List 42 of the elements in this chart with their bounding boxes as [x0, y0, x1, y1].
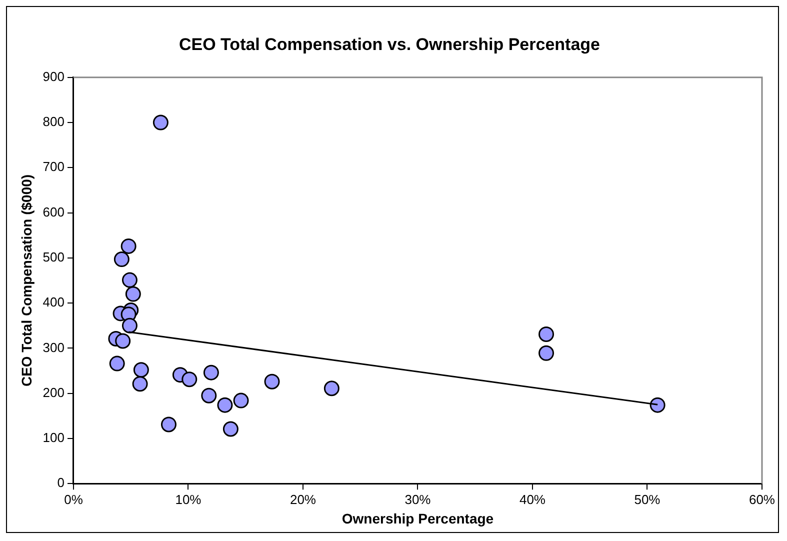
- y-tick-label: 800: [42, 114, 64, 130]
- x-axis-title: Ownership Percentage: [342, 510, 494, 526]
- point: [324, 380, 340, 396]
- chart-title: CEO Total Compensation vs. Ownership Percentage: [179, 34, 600, 54]
- point: [233, 392, 249, 408]
- point: [201, 388, 217, 404]
- x-tick-label: 10%: [175, 492, 202, 507]
- point: [222, 421, 238, 437]
- y-tick-label: 900: [42, 68, 64, 84]
- point: [132, 376, 148, 392]
- point: [160, 416, 176, 432]
- x-tick-label: 40%: [519, 492, 546, 507]
- y-tick-label: 500: [42, 250, 64, 265]
- point: [152, 114, 168, 130]
- point: [203, 364, 219, 380]
- x-tick-label: 20%: [290, 492, 316, 507]
- x-tick-label: 50%: [634, 492, 661, 507]
- point: [182, 372, 198, 388]
- y-tick-label: 400: [42, 294, 64, 310]
- point: [217, 397, 233, 413]
- y-tick-label: 600: [42, 204, 64, 220]
- y-tick-label: 300: [42, 340, 64, 355]
- y-tick-label: 200: [42, 384, 64, 400]
- point: [538, 345, 554, 361]
- point: [538, 326, 554, 342]
- point: [133, 362, 149, 378]
- point: [122, 318, 138, 334]
- point: [109, 356, 125, 372]
- point: [114, 252, 130, 268]
- y-tick-label: 100: [42, 430, 64, 446]
- point: [650, 397, 666, 413]
- y-tick-label: 0: [57, 475, 64, 490]
- y-axis-title: CEO Total Compensation ($000): [18, 174, 34, 387]
- x-tick-label: 0%: [64, 492, 84, 507]
- x-tick-label: 30%: [404, 492, 432, 507]
- point: [122, 272, 138, 288]
- point: [115, 333, 131, 349]
- y-tick-label: 700: [42, 159, 64, 174]
- point: [264, 374, 280, 390]
- point: [120, 238, 136, 254]
- x-tick-label: 60%: [748, 492, 776, 507]
- point: [125, 286, 141, 302]
